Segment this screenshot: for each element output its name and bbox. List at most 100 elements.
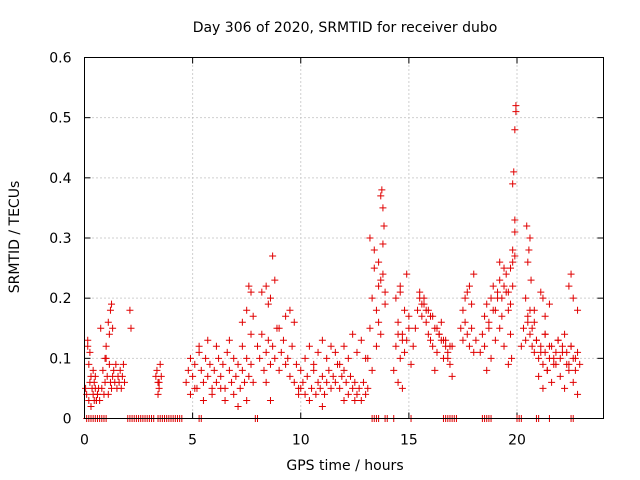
data-point <box>375 258 383 266</box>
data-point <box>377 276 385 284</box>
data-point <box>310 366 318 374</box>
data-point <box>511 252 519 260</box>
data-point <box>247 330 255 338</box>
data-point <box>525 246 533 254</box>
data-point <box>82 384 90 392</box>
data-point <box>379 270 387 278</box>
data-point <box>97 324 105 332</box>
data-point <box>247 288 255 296</box>
data-point <box>154 390 162 398</box>
data-point <box>448 372 456 380</box>
data-point <box>459 306 467 314</box>
data-point <box>262 378 270 386</box>
data-point <box>517 342 525 350</box>
data-point <box>396 354 404 362</box>
data-point <box>504 306 512 314</box>
data-point <box>368 294 376 302</box>
data-point <box>511 228 519 236</box>
data-point <box>379 204 387 212</box>
data-point <box>89 366 97 374</box>
data-point <box>394 318 402 326</box>
data-point <box>508 354 516 362</box>
data-point <box>84 342 92 350</box>
data-point <box>483 366 491 374</box>
data-point <box>424 330 432 338</box>
data-point <box>552 348 560 356</box>
data-point <box>245 372 253 380</box>
data-point <box>238 366 246 374</box>
data-point <box>511 216 519 224</box>
data-point <box>153 366 161 374</box>
data-point <box>204 336 212 344</box>
data-point <box>433 324 441 332</box>
data-point <box>528 324 536 332</box>
data-point <box>500 282 508 290</box>
data-point <box>485 318 493 326</box>
data-point <box>249 312 257 320</box>
data-point <box>258 330 266 338</box>
data-point <box>437 318 445 326</box>
y-tick-label: 0 <box>63 412 72 428</box>
data-point <box>377 192 385 200</box>
data-point <box>305 396 313 404</box>
data-point <box>184 366 192 374</box>
data-point <box>567 342 575 350</box>
data-point <box>243 396 251 404</box>
data-point <box>212 342 220 350</box>
x-tick-label: 0 <box>80 433 89 449</box>
data-point <box>372 342 380 350</box>
data-point <box>468 300 476 308</box>
y-tick-label: 0.1 <box>49 351 71 367</box>
data-point <box>407 360 415 368</box>
data-point <box>420 294 428 302</box>
data-point <box>116 366 124 374</box>
data-point <box>530 306 538 314</box>
data-point <box>526 330 534 338</box>
data-point <box>489 282 497 290</box>
data-point <box>502 270 510 278</box>
data-point <box>362 390 370 398</box>
data-point <box>199 378 207 386</box>
data-point <box>243 306 251 314</box>
y-tick-label: 0.4 <box>49 171 71 187</box>
data-point <box>108 300 116 308</box>
data-point <box>530 318 538 326</box>
data-point <box>372 306 380 314</box>
x-tick-label: 20 <box>508 433 526 449</box>
data-point <box>569 294 577 302</box>
data-point <box>574 390 582 398</box>
data-point <box>228 378 236 386</box>
data-point <box>507 330 515 338</box>
data-point <box>565 366 573 374</box>
data-point <box>301 390 309 398</box>
data-point <box>381 288 389 296</box>
data-point <box>318 336 326 344</box>
data-point <box>292 360 300 368</box>
data-point <box>90 378 98 386</box>
data-point <box>496 324 504 332</box>
data-point <box>379 240 387 248</box>
data-point <box>353 348 361 356</box>
data-point <box>524 258 532 266</box>
data-point <box>392 342 400 350</box>
data-point <box>102 342 110 350</box>
data-point <box>121 378 129 386</box>
data-point <box>563 360 571 368</box>
data-point <box>344 390 352 398</box>
data-point <box>230 354 238 362</box>
data-point <box>567 270 575 278</box>
data-point <box>155 378 163 386</box>
data-point <box>91 384 99 392</box>
data-point <box>398 384 406 392</box>
data-point <box>208 390 216 398</box>
data-point <box>394 330 402 338</box>
data-point <box>500 342 508 350</box>
data-point <box>271 354 279 362</box>
data-point <box>535 372 543 380</box>
data-point <box>530 348 538 356</box>
data-point <box>357 396 365 404</box>
data-point <box>351 378 359 386</box>
data-point <box>275 366 283 374</box>
data-point <box>157 372 165 380</box>
